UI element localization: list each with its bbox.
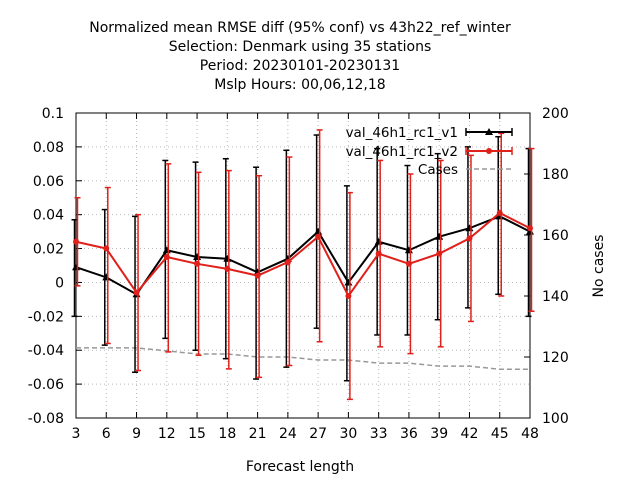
y-tick-label: 0.02 xyxy=(33,242,64,258)
legend-label: val_46h1_rc1_v2 xyxy=(346,144,458,160)
data-point xyxy=(436,250,443,257)
y-tick-label: 0 xyxy=(55,275,64,291)
legend-label: val_46h1_rc1_v1 xyxy=(346,125,458,141)
y2-tick-label: 100 xyxy=(542,411,569,427)
title-line: Normalized mean RMSE diff (95% conf) vs … xyxy=(89,20,511,36)
series-line xyxy=(75,215,531,296)
x-tick-label: 33 xyxy=(370,426,388,442)
series-layer xyxy=(71,129,535,401)
y2-tick-label: 120 xyxy=(542,350,569,366)
y-tick-label: 0.08 xyxy=(33,140,64,156)
data-point xyxy=(405,260,412,267)
series-line-cases xyxy=(76,347,530,370)
legend-entry: val_46h1_rc1_v1 xyxy=(346,125,513,141)
x-tick-label: 30 xyxy=(339,426,357,442)
x-tick-label: 18 xyxy=(218,426,236,442)
x-tick-label: 39 xyxy=(430,426,448,442)
legend: val_46h1_rc1_v1 val_46h1_rc1_v2 Cases xyxy=(346,125,513,178)
data-point xyxy=(374,237,383,245)
series-1 xyxy=(71,134,534,382)
legend-entry: val_46h1_rc1_v2 xyxy=(346,144,513,160)
y2-tick-label: 140 xyxy=(542,289,569,305)
series-line xyxy=(75,211,531,298)
y-tick-label: -0.06 xyxy=(28,377,64,393)
y-tick-label: 0.06 xyxy=(33,174,64,190)
plot-frame xyxy=(75,112,531,419)
x-tick-label: 42 xyxy=(461,426,479,442)
y2-axis-label: No cases xyxy=(591,235,607,298)
series-2 xyxy=(73,129,535,401)
x-tick-label: 24 xyxy=(279,426,297,442)
y2-tick-label: 180 xyxy=(542,167,569,183)
title-line: Mslp Hours: 00,06,12,18 xyxy=(214,77,385,93)
data-point xyxy=(496,209,503,216)
legend-marker xyxy=(486,148,492,154)
data-point xyxy=(314,227,323,235)
legend-label: Cases xyxy=(418,162,458,178)
y-tick-label: -0.08 xyxy=(28,411,64,427)
y2-axis: 200 180 160 140 120 100 xyxy=(524,106,569,427)
data-point xyxy=(527,225,533,232)
y-tick-label: -0.04 xyxy=(28,343,64,359)
x-tick-label: 21 xyxy=(249,426,267,442)
y-tick-label: 0.04 xyxy=(33,208,64,224)
x-tick-label: 9 xyxy=(132,426,141,442)
data-point xyxy=(466,235,473,242)
grid xyxy=(75,112,531,419)
data-point xyxy=(133,289,140,296)
y-tick-label: -0.02 xyxy=(28,309,64,325)
y2-tick-label: 200 xyxy=(542,106,569,122)
x-tick-label: 6 xyxy=(102,426,111,442)
data-point xyxy=(72,263,80,271)
title-line: Period: 20230101-20230131 xyxy=(200,58,400,74)
y-tick-label: 0.1 xyxy=(42,106,64,122)
data-point xyxy=(345,293,352,299)
data-point xyxy=(254,272,261,279)
x-tick-label: 45 xyxy=(491,426,509,442)
chart-title: Normalized mean RMSE diff (95% conf) vs … xyxy=(89,20,511,93)
x-tick-label: 3 xyxy=(72,426,81,442)
x-axis-label: Forecast length xyxy=(246,459,354,475)
y2-tick-label: 160 xyxy=(542,228,569,244)
title-line: Selection: Denmark using 35 stations xyxy=(169,39,432,55)
data-point xyxy=(163,254,170,261)
x-tick-label: 36 xyxy=(400,426,418,442)
x-tick-label: 27 xyxy=(309,426,327,442)
data-point xyxy=(315,233,322,240)
legend-marker xyxy=(485,128,493,135)
data-point xyxy=(103,245,110,252)
x-tick-label: 12 xyxy=(158,426,176,442)
x-tick-label: 15 xyxy=(188,426,206,442)
data-point xyxy=(162,246,171,254)
legend-entry: Cases xyxy=(418,162,512,178)
data-point xyxy=(375,250,382,257)
data-point xyxy=(224,265,231,272)
data-point xyxy=(194,260,201,267)
x-axis: 3 6 9 12 15 18 21 24 27 30 33 36 39 42 45 48 xyxy=(72,113,539,442)
data-point xyxy=(73,238,79,245)
x-tick-label: 48 xyxy=(521,426,539,442)
data-point xyxy=(284,259,291,266)
y-axis: 0.1 0.08 0.06 0.04 0.02 0 -0.02 -0.04 -0.06 -0.08 xyxy=(28,106,82,427)
